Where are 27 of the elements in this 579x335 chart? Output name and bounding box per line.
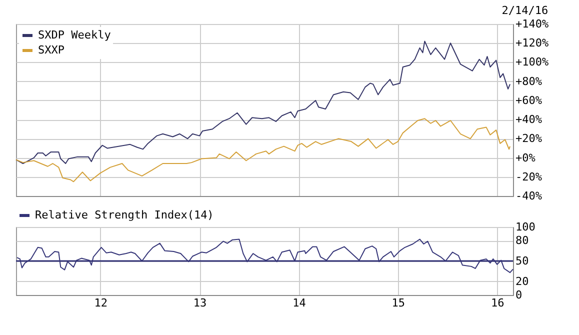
x-tick-label: 13 xyxy=(193,296,207,310)
legend-label: SXXP xyxy=(38,44,65,56)
y-tick-label: -20% xyxy=(516,170,542,184)
x-tick-label: 12 xyxy=(94,296,108,310)
y-tick-label: +100% xyxy=(516,56,549,69)
x-tick-label: 14 xyxy=(292,296,306,310)
line-series xyxy=(16,238,514,274)
y-tick-label: +20% xyxy=(516,132,542,146)
line-series xyxy=(16,118,511,182)
y-tick-label: +0% xyxy=(516,151,536,164)
y-tick-label: +40% xyxy=(516,113,542,126)
y-tick-label: -40% xyxy=(516,190,542,202)
text: 2/14/16 xyxy=(502,4,548,17)
y-tick-label: 50 xyxy=(516,254,529,268)
x-tick-label: 16 xyxy=(491,296,504,310)
y-tick-label: 100 xyxy=(516,220,536,234)
y-tick-label: +60% xyxy=(516,94,542,107)
y-tick-label: +120% xyxy=(516,36,549,50)
line-series xyxy=(16,40,511,164)
y-tick-label: 20 xyxy=(516,274,529,288)
y-tick-label: +140% xyxy=(516,18,549,30)
legend-label: SXDP Weekly xyxy=(38,28,112,42)
y-tick-label: 0 xyxy=(516,288,522,302)
y-tick-label: +80% xyxy=(516,74,542,88)
legend-label: Relative Strength Index(14) xyxy=(35,208,214,222)
x-tick-label: 15 xyxy=(392,296,406,310)
y-tick-label: 80 xyxy=(516,234,529,248)
